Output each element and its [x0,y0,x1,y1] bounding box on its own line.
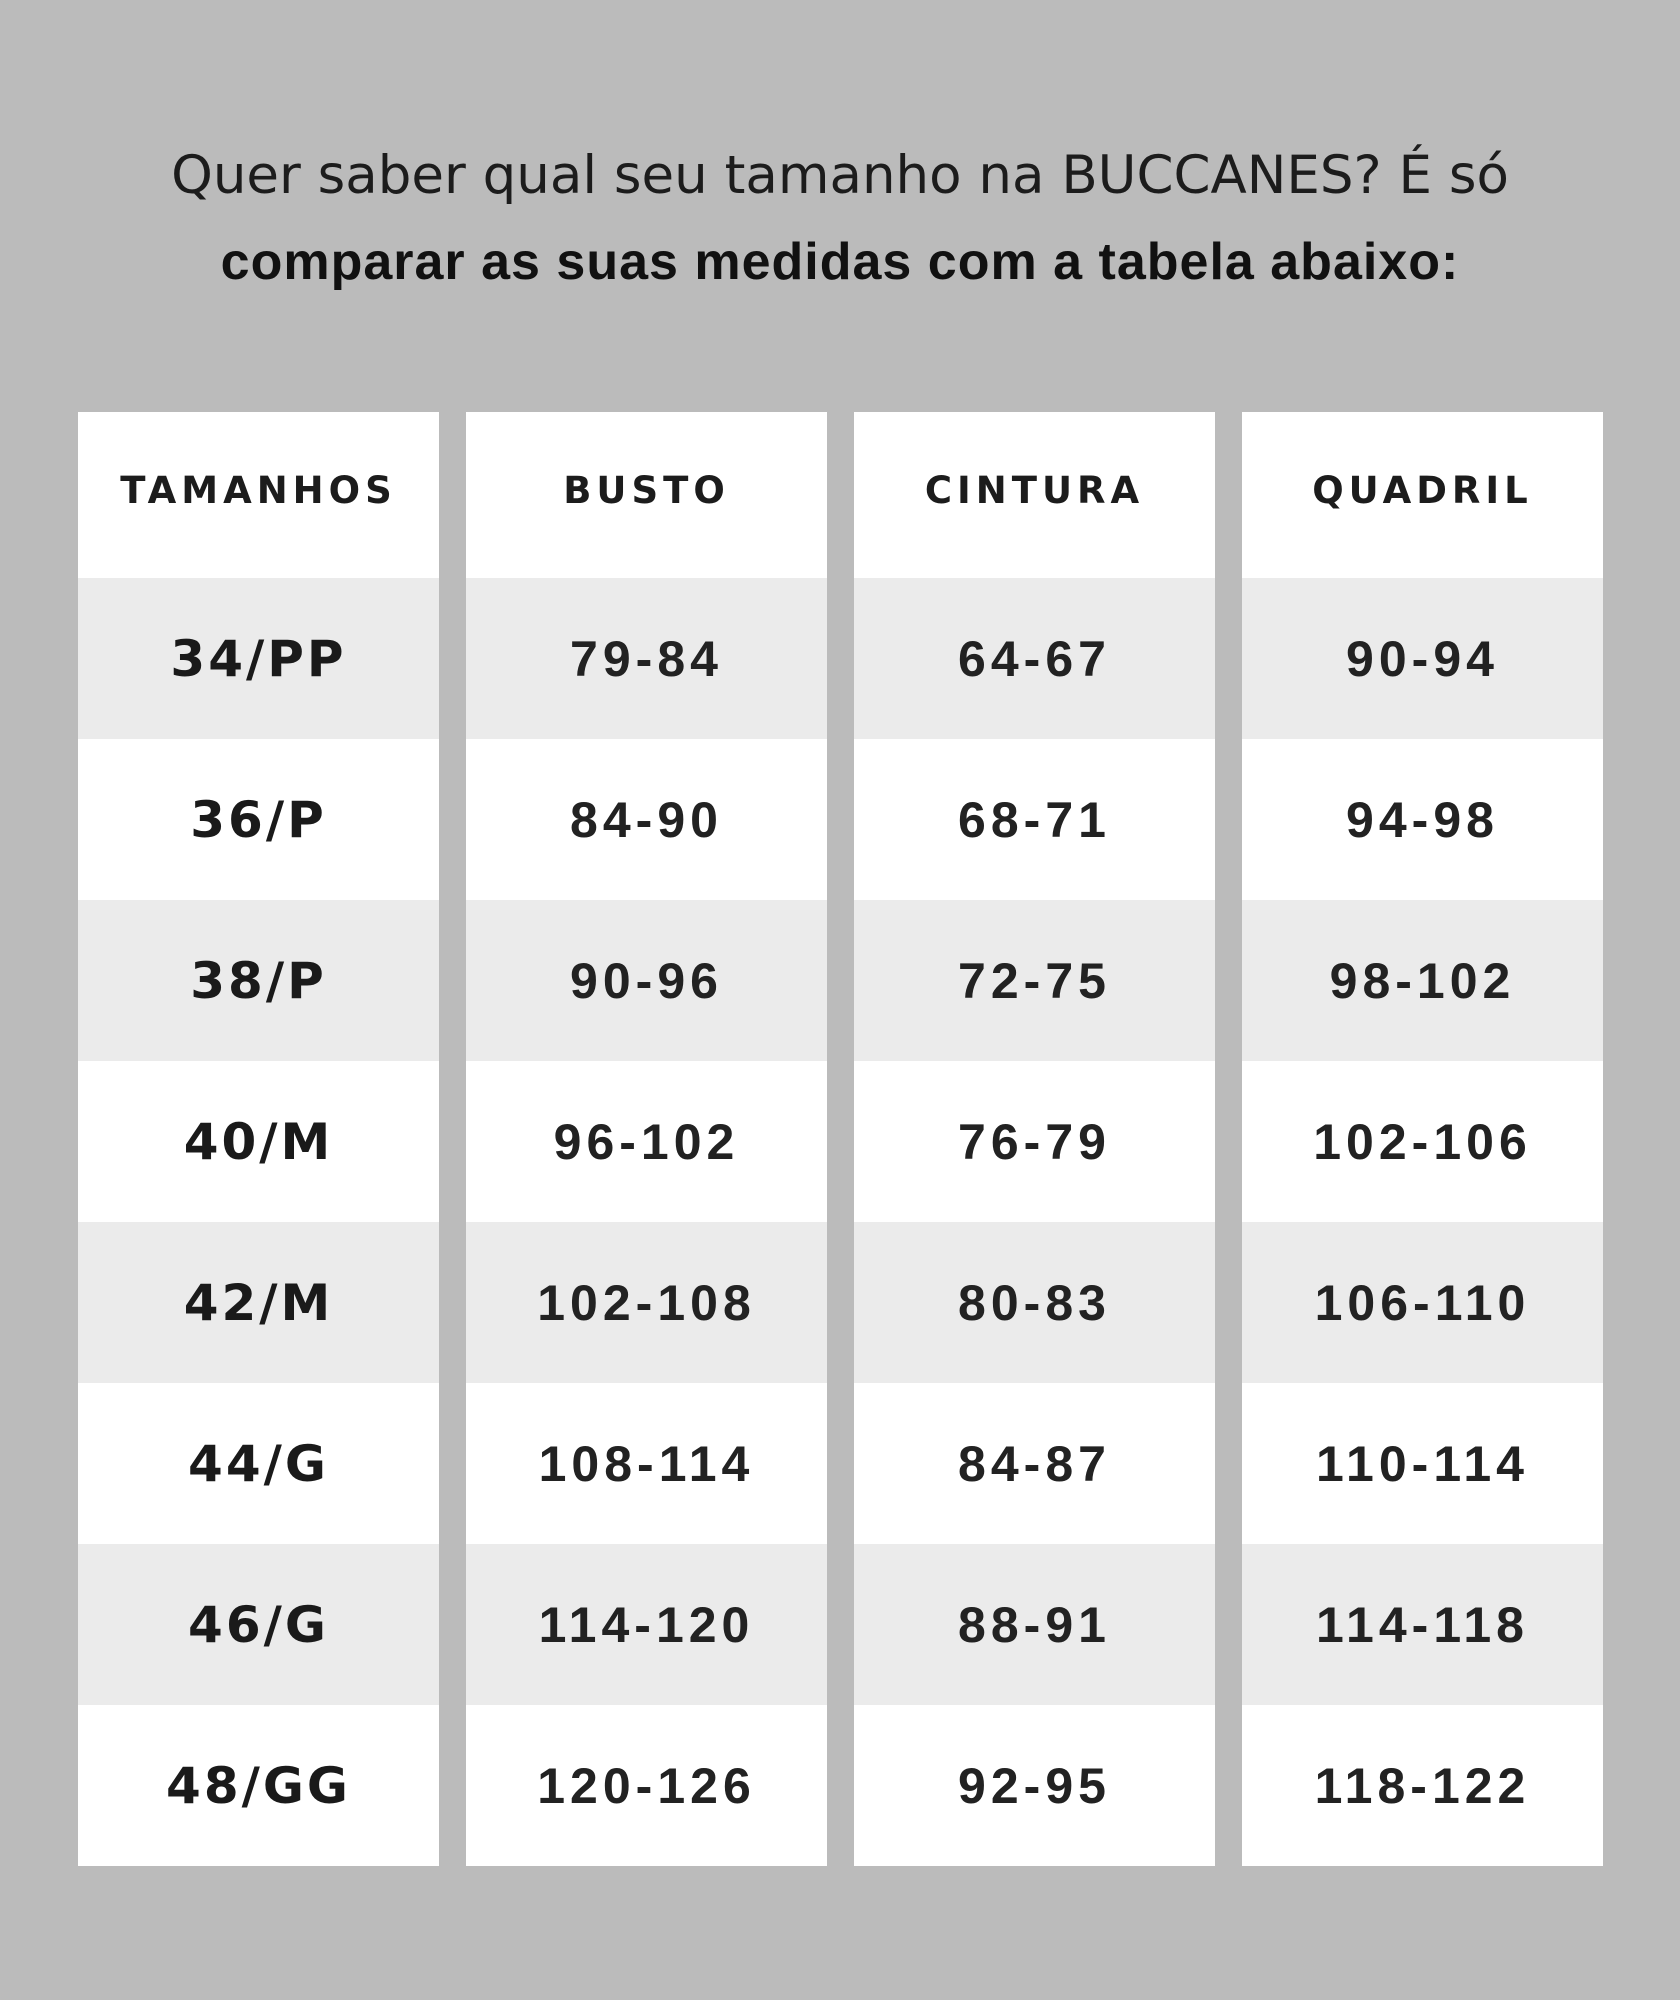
measurement-cell: 90-94 [1242,578,1603,739]
column-header: BUSTO [563,468,730,512]
measurement-cell: 92-95 [958,1757,1111,1814]
size-label-cell: 34/PP [78,578,439,739]
measurement-cell: 96-102 [553,1113,740,1170]
size-label-cell: 44/G [188,1434,329,1493]
measurement-cell: 98-102 [1242,900,1603,1061]
column-tamanhos: TAMANHOS 34/PP 36/P 38/P 40/M 42/M 44/G 46/G 48/… [78,412,439,1866]
measurement-cell: 94-98 [1346,791,1499,848]
column-header: TAMANHOS [120,468,397,512]
heading-line-2: comparar as suas medidas com a tabela ab… [220,233,1460,291]
size-label-cell: 38/P [78,900,439,1061]
measurement-cell: 84-90 [570,791,723,848]
measurement-cell: 88-91 [854,1544,1215,1705]
size-chart-table: TAMANHOS 34/PP 36/P 38/P 40/M 42/M 44/G 46/G 48/… [78,412,1603,1866]
size-label-cell: 42/M [78,1222,439,1383]
measurement-cell: 79-84 [466,578,827,739]
size-label-cell: 46/G [78,1544,439,1705]
measurement-cell: 102-106 [1313,1113,1532,1170]
measurement-cell: 114-118 [1242,1544,1603,1705]
column-header: QUADRIL [1312,468,1533,512]
column-busto: BUSTO 79-84 84-90 90-96 96-102 102-108 108-114… [466,412,827,1866]
measurement-cell: 120-126 [537,1757,756,1814]
measurement-cell: 64-67 [854,578,1215,739]
column-quadril: QUADRIL 90-94 94-98 98-102 102-106 106-110 110… [1242,412,1603,1866]
measurement-cell: 72-75 [854,900,1215,1061]
size-label-cell: 48/GG [166,1756,351,1815]
size-label-cell: 40/M [183,1112,334,1171]
size-label-cell: 36/P [190,790,327,849]
measurement-cell: 90-96 [466,900,827,1061]
column-cintura: CINTURA 64-67 68-71 72-75 76-79 80-83 84-87 88-… [854,412,1215,1866]
measurement-cell: 76-79 [958,1113,1111,1170]
measurement-cell: 102-108 [466,1222,827,1383]
measurement-cell: 84-87 [958,1435,1111,1492]
heading-line-1: Quer saber qual seu tamanho na BUCCANES?… [171,145,1509,206]
measurement-cell: 108-114 [538,1435,755,1492]
measurement-cell: 106-110 [1242,1222,1603,1383]
measurement-cell: 110-114 [1316,1435,1529,1492]
measurement-cell: 68-71 [958,791,1111,848]
measurement-cell: 118-122 [1314,1757,1531,1814]
column-header: CINTURA [924,468,1145,512]
measurement-cell: 80-83 [854,1222,1215,1383]
measurement-cell: 114-120 [466,1544,827,1705]
